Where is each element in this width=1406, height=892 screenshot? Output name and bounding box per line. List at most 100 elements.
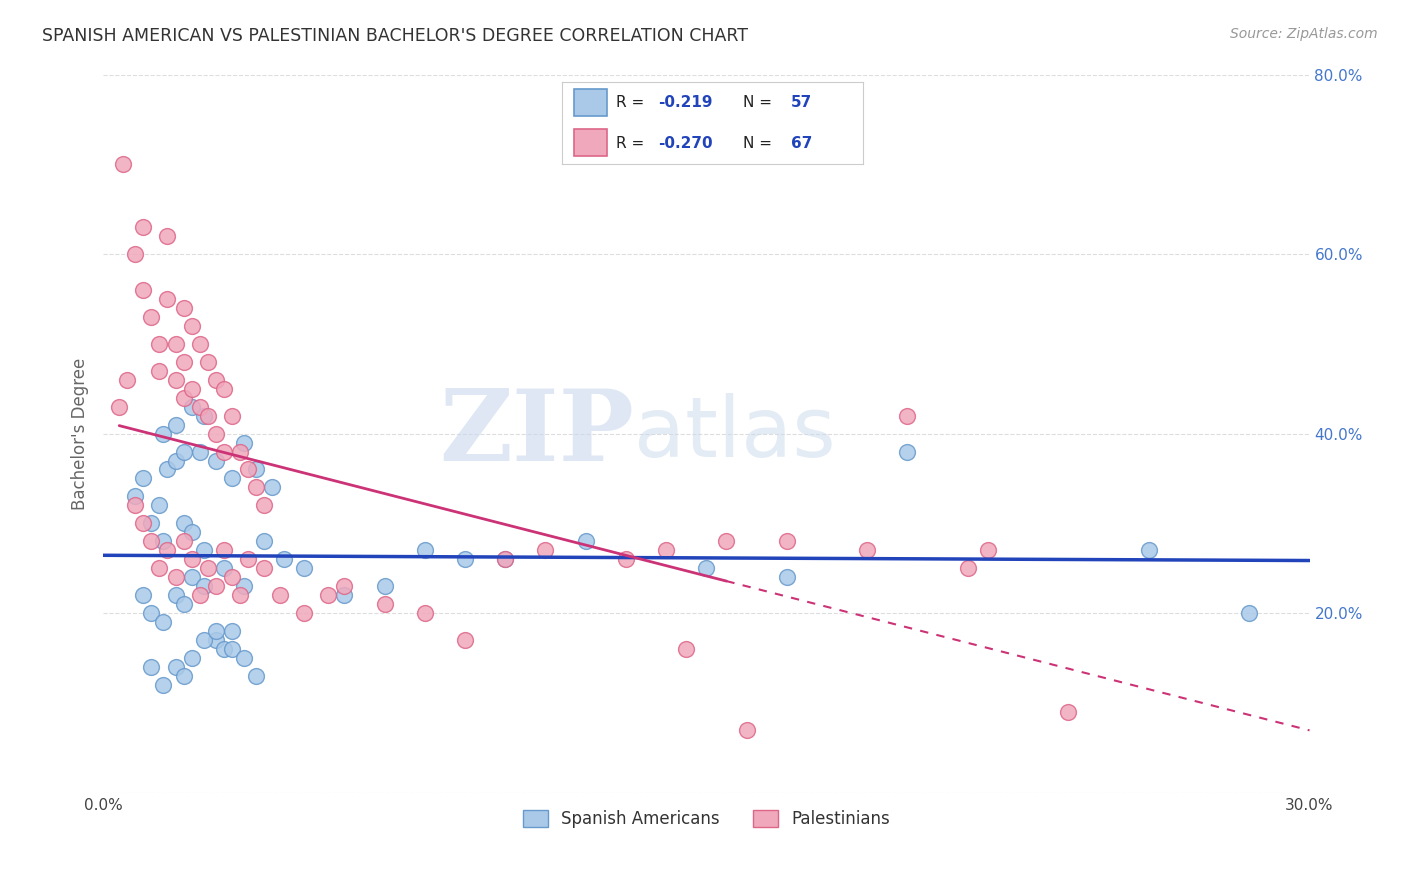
Point — [896, 444, 918, 458]
Point — [141, 516, 163, 531]
Point — [197, 561, 219, 575]
Point — [675, 642, 697, 657]
Point — [197, 409, 219, 423]
Point — [212, 642, 235, 657]
Point — [253, 534, 276, 549]
Point — [188, 444, 211, 458]
Point — [132, 516, 155, 531]
Point — [212, 444, 235, 458]
Point — [292, 561, 315, 575]
Point — [132, 220, 155, 235]
Point — [173, 534, 195, 549]
Point — [204, 633, 226, 648]
Point — [165, 373, 187, 387]
Text: ZIP: ZIP — [439, 385, 634, 482]
Point — [212, 382, 235, 396]
Point — [132, 283, 155, 297]
Point — [148, 336, 170, 351]
Point — [221, 570, 243, 584]
Point — [180, 651, 202, 665]
Point — [575, 534, 598, 549]
Point — [173, 355, 195, 369]
Point — [269, 588, 291, 602]
Point — [180, 570, 202, 584]
Point — [188, 588, 211, 602]
Point — [232, 651, 254, 665]
Y-axis label: Bachelor's Degree: Bachelor's Degree — [72, 358, 89, 509]
Point — [318, 588, 340, 602]
Point — [173, 391, 195, 405]
Point — [221, 642, 243, 657]
Point — [374, 579, 396, 593]
Point — [173, 669, 195, 683]
Point — [1137, 543, 1160, 558]
Point — [494, 552, 516, 566]
Point — [188, 336, 211, 351]
Point — [112, 157, 135, 171]
Point — [173, 597, 195, 611]
Point — [776, 534, 799, 549]
Point — [165, 417, 187, 432]
Point — [148, 561, 170, 575]
Point — [141, 310, 163, 324]
Point — [204, 579, 226, 593]
Point — [614, 552, 637, 566]
Point — [152, 678, 174, 692]
Point — [655, 543, 678, 558]
Point — [856, 543, 879, 558]
Point — [156, 229, 179, 244]
Point — [534, 543, 557, 558]
Point — [333, 579, 356, 593]
Point — [221, 409, 243, 423]
Point — [260, 480, 283, 494]
Point — [180, 382, 202, 396]
Point — [735, 723, 758, 737]
Point — [229, 444, 252, 458]
Point — [173, 301, 195, 315]
Point — [204, 453, 226, 467]
Point — [197, 355, 219, 369]
Point — [716, 534, 738, 549]
Legend: Spanish Americans, Palestinians: Spanish Americans, Palestinians — [516, 803, 897, 835]
Point — [896, 409, 918, 423]
Point — [108, 400, 131, 414]
Point — [221, 471, 243, 485]
Point — [454, 633, 477, 648]
Point — [165, 588, 187, 602]
Point — [188, 400, 211, 414]
Point — [776, 570, 799, 584]
Point — [156, 543, 179, 558]
Point — [148, 364, 170, 378]
Point — [245, 480, 267, 494]
Point — [204, 426, 226, 441]
Point — [180, 552, 202, 566]
Point — [141, 660, 163, 674]
Point — [1057, 705, 1080, 719]
Point — [117, 373, 139, 387]
Point — [253, 499, 276, 513]
Point — [152, 534, 174, 549]
Point — [193, 579, 215, 593]
Point — [695, 561, 717, 575]
Point — [204, 624, 226, 638]
Point — [977, 543, 1000, 558]
Point — [229, 588, 252, 602]
Point — [1237, 606, 1260, 620]
Point — [165, 453, 187, 467]
Point — [232, 435, 254, 450]
Point — [232, 579, 254, 593]
Point — [253, 561, 276, 575]
Point — [152, 615, 174, 629]
Point — [124, 490, 146, 504]
Point — [413, 606, 436, 620]
Point — [152, 426, 174, 441]
Point — [245, 669, 267, 683]
Point — [204, 373, 226, 387]
Point — [236, 552, 259, 566]
Point — [245, 462, 267, 476]
Point — [156, 292, 179, 306]
Point — [494, 552, 516, 566]
Point — [333, 588, 356, 602]
Text: SPANISH AMERICAN VS PALESTINIAN BACHELOR'S DEGREE CORRELATION CHART: SPANISH AMERICAN VS PALESTINIAN BACHELOR… — [42, 27, 748, 45]
Point — [124, 247, 146, 261]
